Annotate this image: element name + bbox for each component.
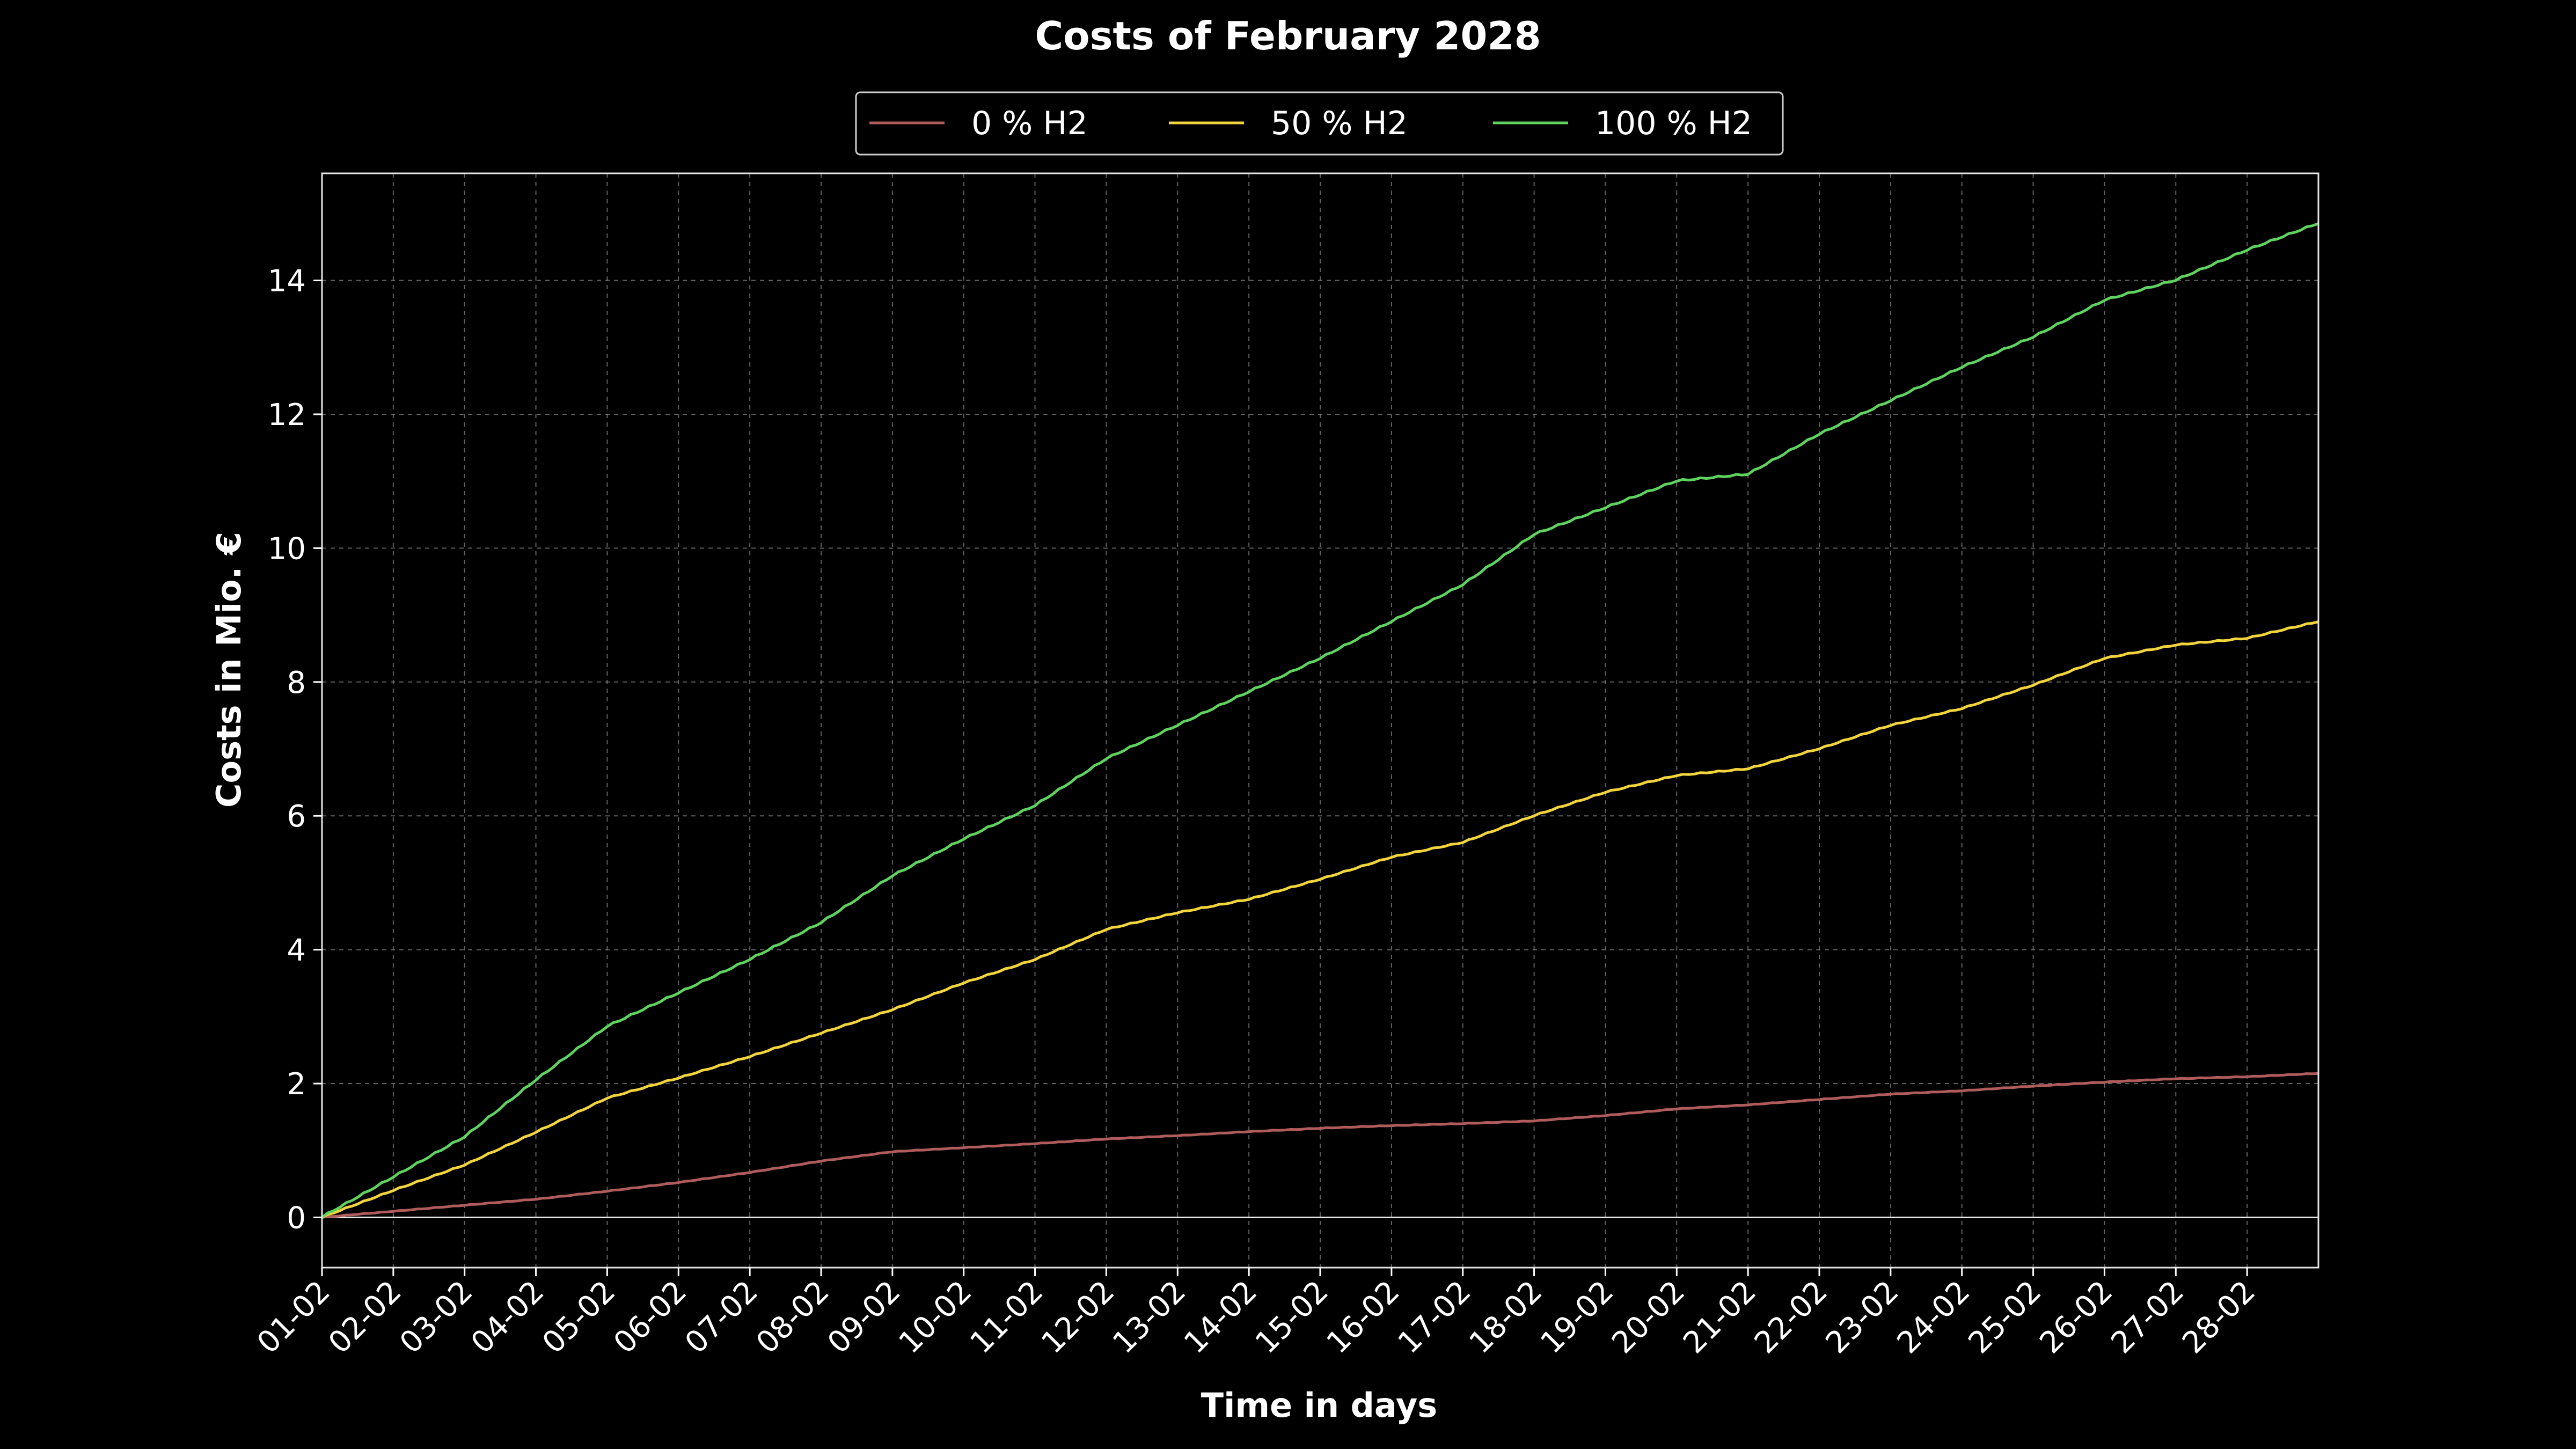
chart-title: Costs of February 2028 [1035, 13, 1541, 58]
y-tick-label: 0 [287, 1201, 306, 1235]
y-tick-label: 6 [287, 799, 306, 834]
y-tick-label: 12 [268, 398, 306, 433]
legend: 0 % H2 50 % H2 100 % H2 [855, 91, 1784, 156]
y-tick-label: 14 [268, 264, 306, 299]
x-axis-label: Time in days [1201, 1386, 1437, 1425]
y-tick-label: 8 [287, 665, 306, 700]
legend-label: 0 % H2 [971, 105, 1088, 142]
series-line-1 [321, 1072, 2319, 1219]
legend-label: 100 % H2 [1595, 105, 1752, 142]
grid [321, 173, 2318, 1268]
y-tick-label: 2 [287, 1067, 306, 1102]
series-line-2 [321, 620, 2319, 1219]
y-tick-label: 4 [287, 933, 306, 968]
y-tick-label: 10 [268, 531, 306, 566]
series-line-3 [321, 222, 2319, 1219]
y-axis-label: Costs in Mio. € [209, 532, 248, 808]
y-axis: 0 2 4 6 8 10 12 14 [268, 264, 322, 1235]
series-layer [321, 222, 2319, 1219]
legend-frame [855, 91, 1784, 156]
legend-label: 50 % H2 [1271, 105, 1408, 142]
